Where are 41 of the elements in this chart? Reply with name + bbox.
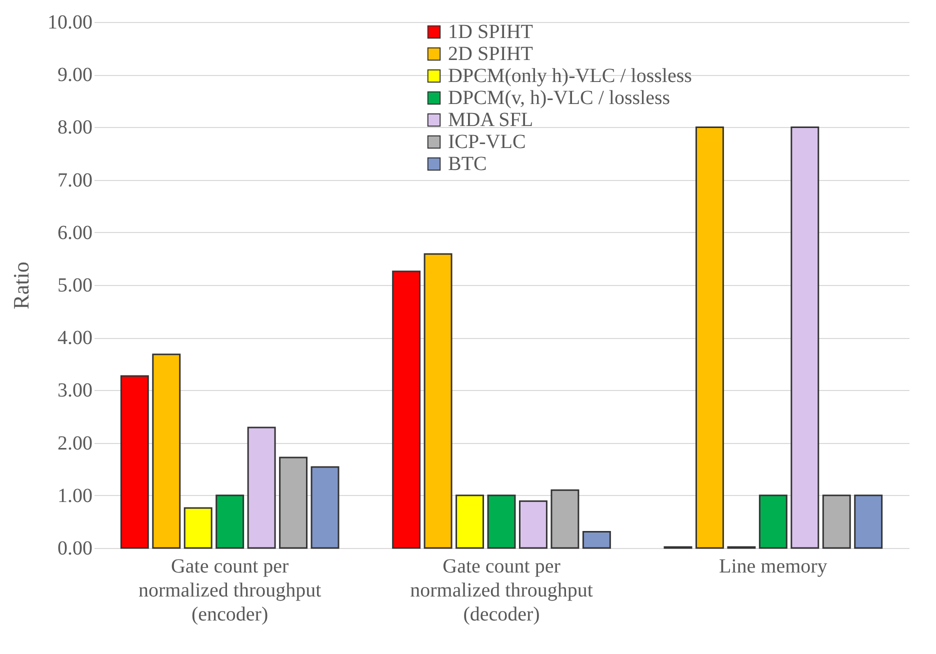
bar	[120, 375, 149, 549]
legend-label: ICP-VLC	[448, 131, 526, 153]
bar	[487, 494, 516, 549]
y-tick-label: 5.00	[58, 274, 92, 296]
bar	[424, 253, 452, 549]
y-tick-label: 10.00	[48, 12, 92, 34]
bar	[854, 494, 883, 549]
legend-label: 2D SPIHT	[448, 43, 534, 65]
bar	[456, 494, 484, 549]
legend-label: MDA SFL	[448, 109, 534, 131]
bar	[310, 466, 340, 549]
bar	[184, 507, 212, 549]
y-tick-label: 6.00	[58, 222, 92, 244]
x-tick-label: Gate count per normalized throughput (encoder)	[138, 556, 322, 626]
y-tick-label: 1.00	[58, 484, 92, 507]
y-tick-label: 8.00	[58, 116, 92, 139]
bar	[822, 494, 851, 549]
bar	[582, 530, 611, 549]
legend-label: DPCM(only h)-VLC / lossless	[448, 65, 692, 87]
bar	[216, 494, 244, 549]
x-tick-label: Line memory	[719, 556, 828, 578]
bar	[392, 270, 421, 549]
legend-label: DPCM(v, h)-VLC / lossless	[448, 87, 670, 109]
bar	[518, 500, 548, 549]
bar	[790, 126, 820, 549]
y-tick-label: 0.00	[58, 538, 92, 560]
bar	[550, 489, 580, 549]
legend-label: 1D SPIHT	[448, 21, 534, 43]
y-tick-label: 4.00	[58, 327, 92, 350]
bar	[247, 426, 276, 549]
bar	[152, 354, 181, 549]
y-axis-title: Ratio	[8, 262, 34, 310]
x-tick-label: Gate count per normalized throughput (decoder)	[410, 556, 594, 626]
y-tick-label: 3.00	[58, 380, 92, 402]
y-tick-label: 7.00	[58, 169, 92, 192]
bar	[279, 456, 308, 549]
bar	[758, 494, 788, 549]
y-tick-label: 2.00	[58, 432, 92, 454]
bar	[695, 126, 724, 549]
y-tick-label: 9.00	[58, 64, 92, 86]
legend-label: BTC	[448, 153, 487, 175]
